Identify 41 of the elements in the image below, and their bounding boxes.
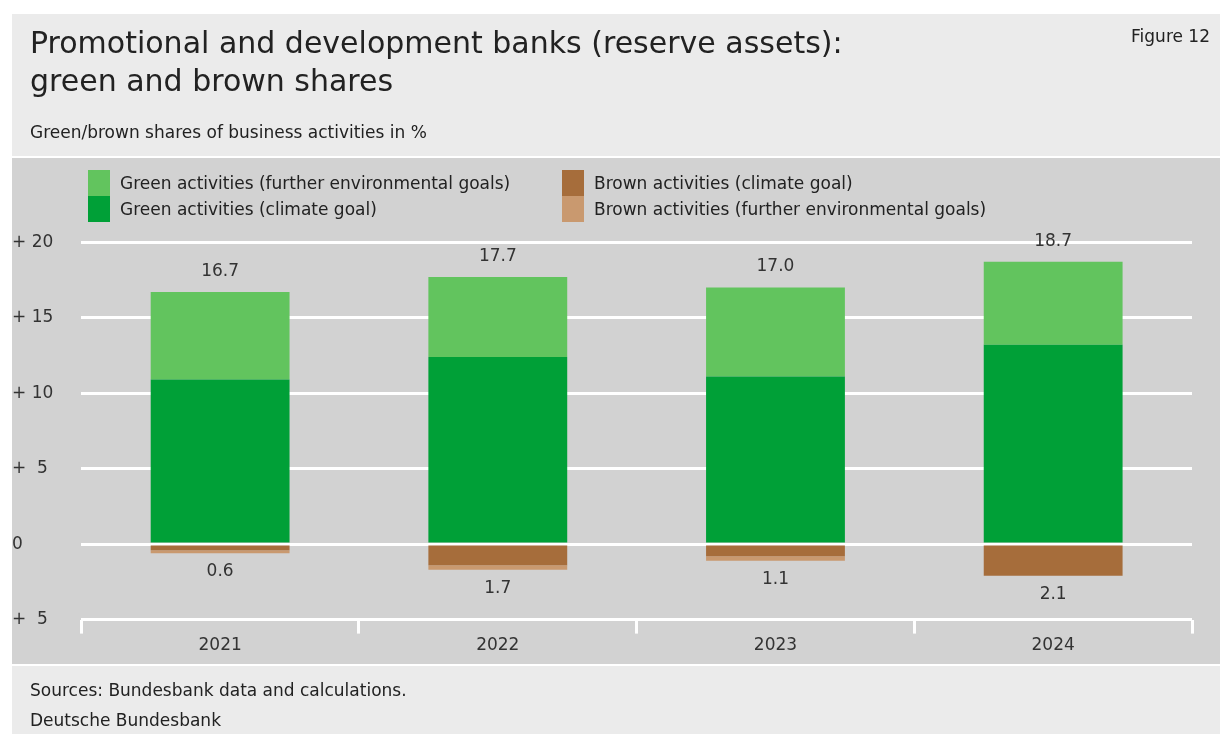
bar <box>428 565 568 570</box>
x-tick-label: 2023 <box>753 634 798 655</box>
legend-label: Brown activities (climate goal) <box>594 173 853 193</box>
y-tick-label: + 5 <box>12 608 48 629</box>
bar <box>150 292 290 380</box>
legend-label: Brown activities (further environmental goals) <box>594 199 987 219</box>
annotation: 18.7 <box>1034 229 1073 250</box>
y-tick-label: + 15 <box>12 306 54 327</box>
bar <box>706 376 845 543</box>
annotation: 16.7 <box>201 259 240 280</box>
annotation: 2.1 <box>1039 582 1067 603</box>
y-tick-label: + 5 <box>12 457 48 478</box>
annotation: 0.6 <box>206 560 234 581</box>
caption: Figure 12 <box>1131 26 1210 46</box>
bar <box>706 556 845 561</box>
annotation: 17.7 <box>478 244 517 265</box>
bar <box>983 545 1123 576</box>
bar <box>150 550 290 554</box>
y-tick-label: 0 <box>12 532 23 553</box>
bar <box>983 261 1123 345</box>
chart-title: Promotional and development banks (reserve assets): green and brown shares <box>30 24 844 100</box>
bar <box>150 379 290 543</box>
annotation: 1.7 <box>484 576 512 597</box>
bar <box>706 287 845 377</box>
bar <box>706 545 845 557</box>
bar <box>428 356 568 543</box>
x-tick-label: 2021 <box>198 634 242 655</box>
legend-label: Green activities (climate goal) <box>120 199 377 219</box>
legend-label: Green activities (further environmental goals) <box>120 173 511 193</box>
text: Deutsche Bundesbank <box>30 710 221 730</box>
bar <box>428 545 568 566</box>
bar <box>428 276 568 357</box>
bar <box>983 344 1123 543</box>
chart-subtitle: Green/brown shares of business activities in % <box>30 122 427 142</box>
y-tick-label: + 20 <box>12 230 54 251</box>
annotation: 1.1 <box>761 567 789 588</box>
x-tick-label: 2022 <box>476 634 520 655</box>
y-tick-label: + 10 <box>12 381 54 402</box>
source-note: Sources: Bundesbank data and calculations. <box>30 680 407 700</box>
x-tick-label: 2024 <box>1031 634 1075 655</box>
annotation: 17.0 <box>756 255 795 276</box>
